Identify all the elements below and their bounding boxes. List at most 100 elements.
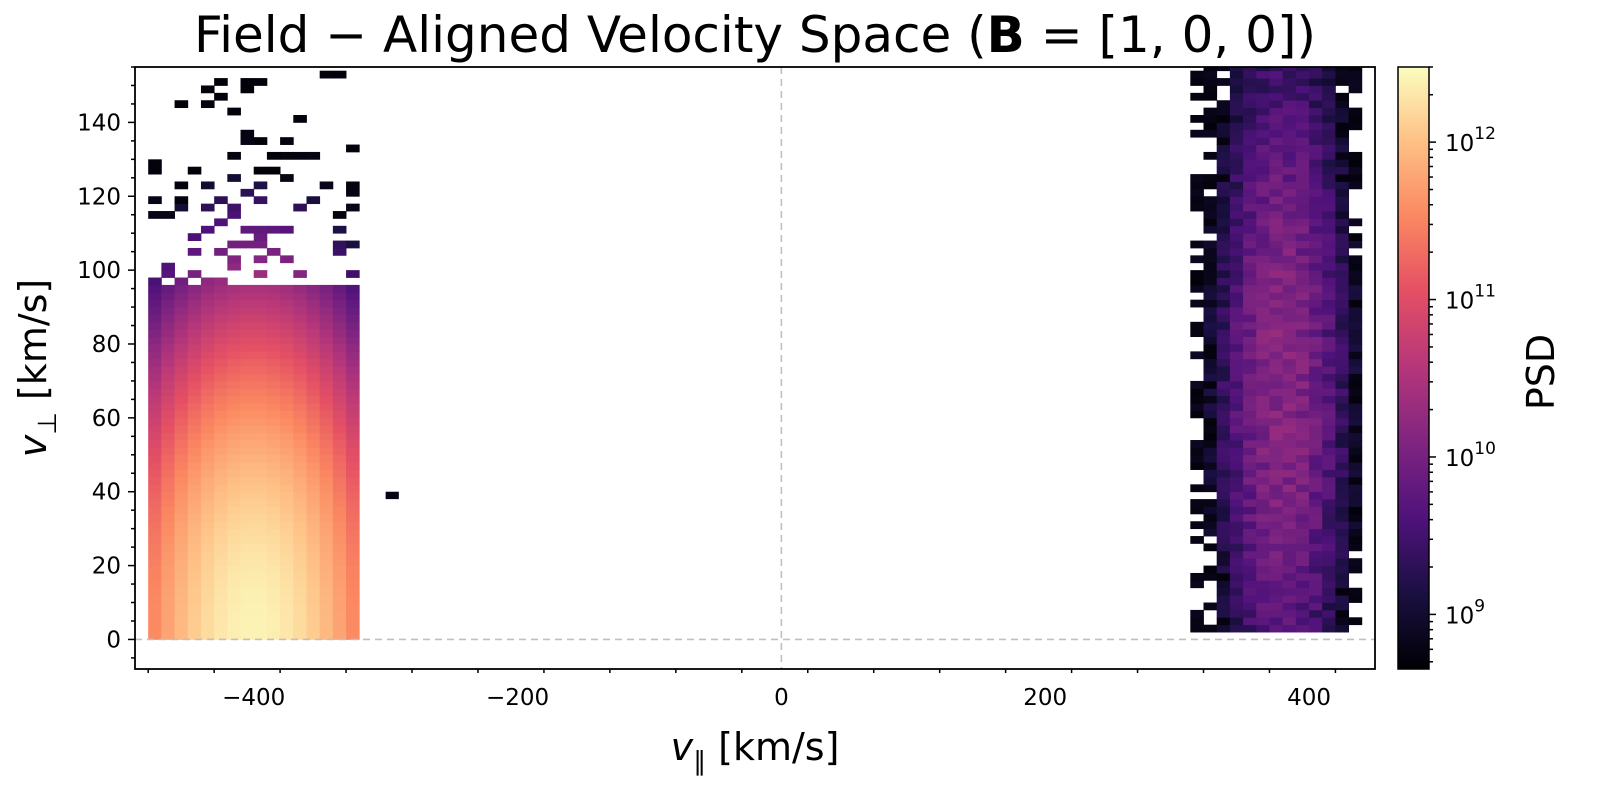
heatmap-cell	[174, 410, 189, 419]
heatmap-cell	[200, 543, 215, 552]
heatmap-cell	[293, 314, 307, 323]
heatmap-cell	[346, 358, 360, 367]
heatmap-cell	[319, 469, 334, 478]
heatmap-cell	[332, 469, 347, 478]
heatmap-cell	[385, 491, 399, 500]
heatmap-cell	[1322, 565, 1336, 574]
heatmap-cell	[1295, 358, 1310, 367]
heatmap-cell	[1322, 580, 1336, 589]
heatmap-cell	[1295, 321, 1310, 330]
heatmap-cell	[1229, 255, 1244, 264]
heatmap-cell	[346, 314, 360, 323]
heatmap-cell	[240, 543, 255, 552]
heatmap-cell	[1322, 380, 1336, 389]
heatmap-cell	[148, 314, 162, 323]
heatmap-cell	[253, 521, 268, 530]
heatmap-cell	[1229, 166, 1244, 175]
heatmap-cell	[187, 521, 202, 530]
heatmap-cell	[1309, 78, 1323, 86]
heatmap-cell	[1348, 115, 1363, 123]
heatmap-cell	[319, 521, 334, 530]
heatmap-cell	[306, 558, 321, 566]
heatmap-cell	[240, 447, 255, 456]
heatmap-cell	[319, 550, 334, 559]
heatmap-cell	[319, 595, 334, 603]
heatmap-cell	[319, 321, 334, 330]
heatmap-cell	[200, 395, 215, 404]
heatmap-cell	[253, 388, 268, 397]
heatmap-cell	[1243, 336, 1257, 345]
heatmap-cell	[214, 336, 228, 345]
heatmap-cell	[227, 321, 241, 330]
heatmap-cell	[1282, 587, 1297, 596]
heatmap-cell	[319, 299, 334, 308]
heatmap-cell	[1229, 447, 1244, 456]
heatmap-cell	[214, 617, 228, 626]
heatmap-cell	[1282, 151, 1297, 160]
heatmap-cell	[1243, 211, 1257, 219]
heatmap-cell	[1295, 447, 1310, 456]
heatmap-cell	[1256, 580, 1270, 589]
heatmap-cell	[187, 166, 202, 175]
heatmap-cell	[1269, 181, 1284, 190]
heatmap-cell	[1256, 425, 1270, 434]
heatmap-cell	[1256, 211, 1270, 219]
heatmap-cell	[332, 632, 347, 640]
heatmap-cell	[1269, 270, 1284, 278]
heatmap-cell	[174, 417, 189, 426]
heatmap-cell	[1282, 602, 1297, 611]
heatmap-cell	[1203, 129, 1218, 138]
heatmap-cell	[1322, 454, 1336, 463]
heatmap-cell	[1190, 536, 1204, 544]
heatmap-cell	[187, 351, 202, 360]
heatmap-cell	[227, 351, 241, 360]
heatmap-cell	[1348, 513, 1363, 522]
heatmap-cell	[1348, 122, 1363, 131]
heatmap-cell	[1216, 284, 1231, 293]
heatmap-cell	[280, 440, 294, 448]
heatmap-cell	[1243, 432, 1257, 441]
heatmap-cell	[293, 151, 307, 160]
heatmap-cell	[214, 528, 228, 537]
heatmap-cell	[1269, 602, 1284, 611]
heatmap-cell	[187, 454, 202, 463]
heatmap-cell	[1256, 388, 1270, 397]
heatmap-cell	[1348, 270, 1363, 278]
heatmap-cell	[346, 380, 360, 389]
heatmap-cell	[253, 632, 268, 640]
heatmap-cell	[1322, 491, 1336, 500]
heatmap-cell	[1309, 314, 1323, 323]
heatmap-cell	[1309, 85, 1323, 94]
heatmap-cell	[240, 595, 255, 603]
heatmap-cell	[306, 388, 321, 397]
heatmap-cell	[1282, 410, 1297, 419]
heatmap-cell	[148, 159, 162, 168]
heatmap-cell	[293, 617, 307, 626]
heatmap-cell	[319, 499, 334, 507]
heatmap-cell	[1322, 550, 1336, 559]
heatmap-cell	[148, 595, 162, 603]
heatmap-cell	[1282, 521, 1297, 530]
heatmap-cell	[148, 440, 162, 448]
heatmap-cell	[306, 595, 321, 603]
heatmap-cell	[148, 587, 162, 596]
heatmap-cell	[148, 476, 162, 485]
heatmap-cell	[240, 417, 255, 426]
heatmap-cell	[1282, 336, 1297, 345]
heatmap-cell	[214, 454, 228, 463]
heatmap-cell	[1216, 115, 1231, 123]
heatmap-cell	[1322, 395, 1336, 404]
heatmap-cell	[346, 462, 360, 470]
heatmap-cell	[1309, 211, 1323, 219]
heatmap-cell	[200, 336, 215, 345]
heatmap-cell	[1243, 299, 1257, 308]
heatmap-cell	[1216, 506, 1231, 515]
heatmap-cell	[1229, 67, 1244, 72]
heatmap-cell	[1203, 447, 1218, 456]
heatmap-cell	[187, 609, 202, 618]
heatmap-cell	[1309, 550, 1323, 559]
heatmap-cell	[1282, 358, 1297, 367]
heatmap-cell	[1322, 122, 1336, 131]
heatmap-cell	[332, 70, 347, 79]
heatmap-cell	[280, 388, 294, 397]
